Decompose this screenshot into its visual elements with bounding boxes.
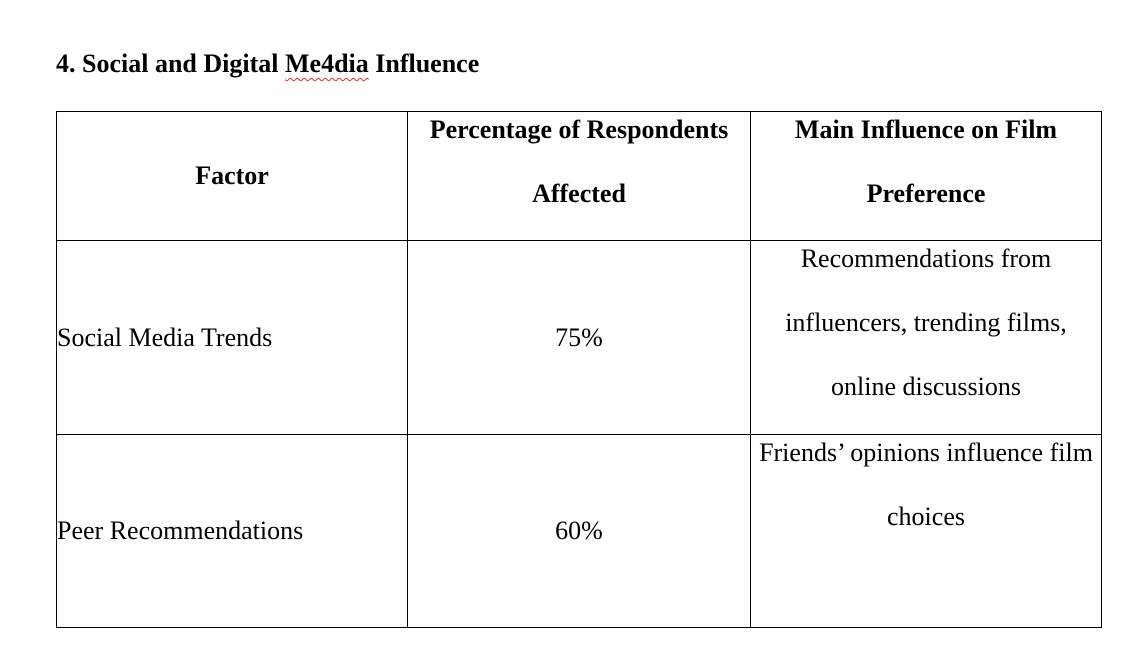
table-row: Social Media Trends 75% Recommendations … [56,240,1102,435]
cell-percentage: 75% [407,240,751,435]
media-influence-table: Factor Percentage of Respondents Affecte… [56,111,1102,628]
percentage-text: 75% [555,322,603,352]
section-number: 4. [56,49,76,78]
factor-text: Peer Recommendations [57,516,304,545]
header-main-influence: Main Influence on Film Preference [750,111,1102,241]
influence-text: Recommendations from influencers, trendi… [785,244,1067,401]
cell-influence: Recommendations from influencers, trendi… [750,240,1102,435]
section-title-end: Influence [375,49,480,78]
header-factor-label: Factor [195,161,269,190]
percentage-text: 60% [555,516,603,545]
cell-percentage: 60% [407,434,751,628]
section-title-start: Social and Digital [82,49,279,78]
cell-factor: Social Media Trends [56,240,408,435]
cell-influence: Friends’ opinions influence film choices [750,434,1102,628]
section-heading: 4. Social and Digital Me4dia Influence [56,46,479,82]
header-main-influence-label: Main Influence on Film Preference [794,115,1058,208]
header-percentage-label: Percentage of Respondents Affected [429,115,729,208]
misspelled-word[interactable]: Me4dia [284,49,369,78]
header-factor: Factor [56,111,408,241]
factor-text: Social Media Trends [57,322,273,352]
table-row: Peer Recommendations 60% Friends’ opinio… [56,434,1102,628]
header-percentage: Percentage of Respondents Affected [407,111,751,241]
table-header-row: Factor Percentage of Respondents Affecte… [56,111,1102,241]
cell-factor: Peer Recommendations [56,434,408,628]
influence-text: Friends’ opinions influence film choices [759,438,1093,531]
